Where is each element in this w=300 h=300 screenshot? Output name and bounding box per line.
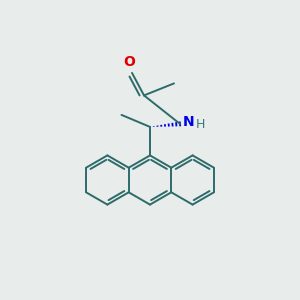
Text: N: N bbox=[182, 116, 194, 129]
Text: O: O bbox=[124, 55, 136, 69]
Text: H: H bbox=[196, 118, 205, 131]
